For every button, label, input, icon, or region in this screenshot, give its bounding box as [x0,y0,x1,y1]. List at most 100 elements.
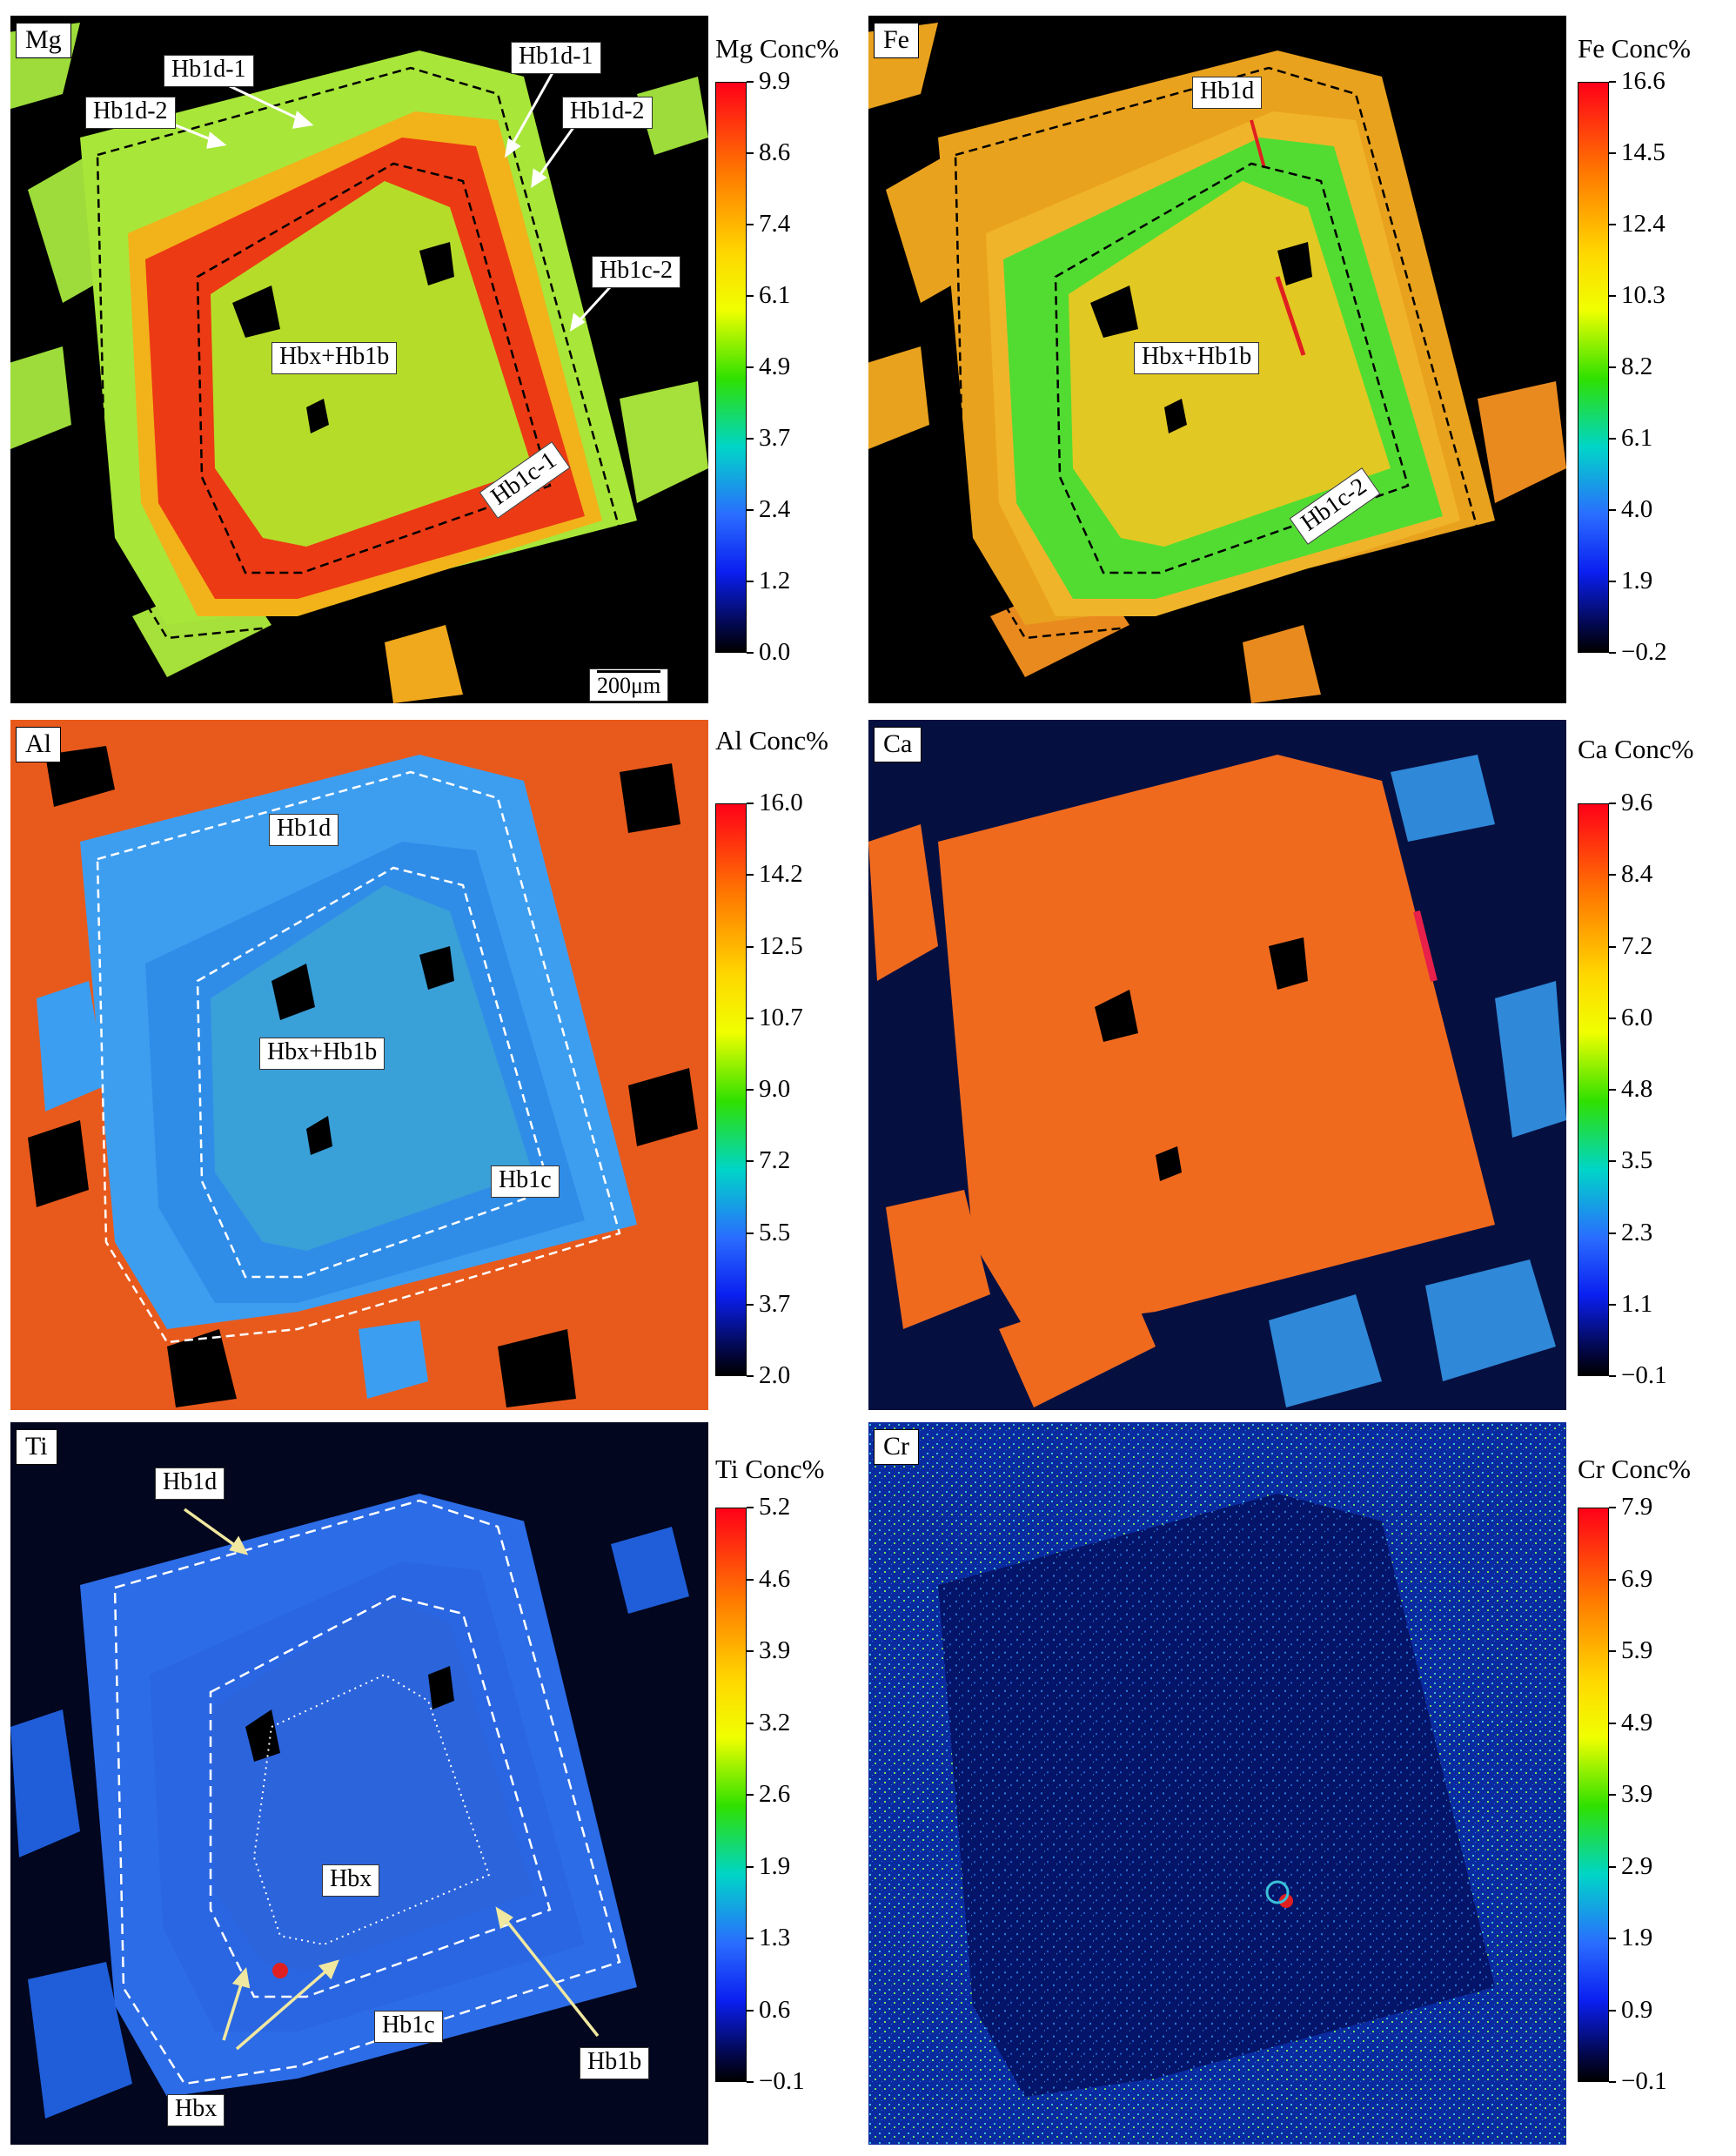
ti-colorbar-tick-mark [747,1722,754,1724]
cr-colorbar-tick-label: 2.9 [1621,1851,1653,1880]
fe-colorbar-tick-mark [1609,152,1616,154]
ca-colorbar-tick-label: 7.2 [1621,931,1653,960]
cr-element-tag: Cr [874,1429,919,1465]
mg-colorbar-tick-mark [747,438,754,440]
cr-colorbar-tick-label: 6.9 [1621,1564,1653,1593]
fe-colorbar-tick-mark [1609,509,1616,511]
al-colorbar-tick-label: 14.2 [759,860,803,889]
fe-colorbar-tick-label: 8.2 [1621,353,1653,380]
ti-colorbar-tick-mark [747,1794,754,1796]
ti-colorbar-tick-mark [747,1865,754,1868]
ca-colorbar-tick-label: 8.4 [1621,860,1653,889]
ti-colorbar-tick-label: 4.6 [759,1564,791,1593]
cr-colorbar-tick-label: 7.9 [1621,1493,1653,1521]
panel-ca: Ca Ca Conc% 9.6 8.4 7.2 6.0 4.8 3.5 2.3 1.1 −0.1 [866,709,1736,1419]
al-colorbar-tick-label: 9.0 [759,1075,791,1103]
fe-colorbar-tick-label: 10.3 [1621,281,1666,309]
cr-colorbar-tick-mark [1609,2081,1616,2083]
cr-colorbar-tick-mark [1609,1938,1616,1939]
ti-map: Ti Hb1d Hbx Hb1c Hb1b Hbx [10,1422,708,2145]
ca-colorbar-tick-mark [1609,1303,1616,1306]
mg-label-hb1d-1-left: Hb1d-1 [164,55,254,87]
fe-colorbar-tick-mark [1609,438,1616,440]
cr-colorbar-tick-mark [1609,2009,1616,2012]
mg-colorbar-tick-mark [747,509,754,511]
cr-colorbar-tick-label: 3.9 [1621,1780,1653,1808]
mg-scalebar: 200μm [589,668,669,702]
fe-colorbar-tick-label: 4.0 [1621,495,1653,523]
ti-element-tag: Ti [16,1429,57,1465]
cr-colorbar-tick-label: −0.1 [1621,2067,1667,2095]
ca-colorbar-tick-mark [1609,874,1616,877]
ti-map-image [10,1422,708,2145]
cr-colorbar-tick-label: 4.9 [1621,1708,1653,1736]
ti-colorbar-tick-label: 1.3 [759,1924,791,1951]
cr-map-image [868,1422,1566,2145]
al-colorbar-tick-mark [747,1017,754,1019]
ca-colorbar-tick-mark [1609,1089,1616,1091]
ti-label-hb1b: Hb1b [580,2047,650,2079]
ti-colorbar-tick-label: 0.6 [759,1995,791,2024]
panel-al: Al Hb1d Hbx+Hb1b Hb1c Al Conc% 16.0 14.2 1… [0,709,866,1419]
fe-colorbar-tick-label: −0.2 [1621,638,1667,666]
cr-colorbar-title: Cr Conc% [1578,1454,1692,1484]
al-colorbar-tick-mark [747,874,754,877]
ca-colorbar-tick-mark [1609,1160,1616,1163]
ca-map-image [868,720,1566,1410]
al-colorbar-tick-mark [747,1089,754,1091]
mg-colorbar-tick-label: 7.4 [759,210,791,238]
al-map: Al Hb1d Hbx+Hb1b Hb1c [10,720,708,1410]
al-colorbar-tick-label: 16.0 [759,789,803,816]
ti-colorbar-tick-mark [747,2009,754,2012]
mg-scalebar-line [597,670,661,673]
al-colorbar-tick-label: 7.2 [759,1146,791,1175]
ti-colorbar-tick-label: 2.6 [759,1780,791,1808]
mg-colorbar-tick-mark [747,295,754,297]
mg-colorbar-gradient [715,82,747,653]
cr-colorbar-tick-label: 1.9 [1621,1924,1653,1951]
mg-colorbar-tick-mark [747,81,754,83]
ti-colorbar-tick-mark [747,1507,754,1508]
ca-colorbar-tick-label: 3.5 [1621,1146,1653,1175]
ca-colorbar: Ca Conc% 9.6 8.4 7.2 6.0 4.8 3.5 2.3 1.1 −0.1 [1578,734,1736,1395]
cr-colorbar-tick-label: 5.9 [1621,1636,1653,1664]
fe-label-hb1d: Hb1d [1192,77,1263,109]
mg-label-hbx-hb1b: Hbx+Hb1b [271,342,398,374]
ti-label-hbx-center: Hbx [322,1864,380,1897]
fe-colorbar-tick-label: 1.9 [1621,567,1653,594]
fe-colorbar-tick-mark [1609,224,1616,225]
fe-colorbar-tick-mark [1609,366,1616,368]
mg-colorbar-title: Mg Conc% [715,33,840,64]
cr-map: Cr [868,1422,1566,2145]
ti-colorbar-tick-label: 3.9 [759,1636,791,1664]
al-colorbar-gradient [715,803,747,1376]
mg-colorbar-tick-label: 1.2 [759,567,791,594]
mg-colorbar-tick-label: 0.0 [759,638,791,666]
ca-colorbar-title: Ca Conc% [1578,734,1694,764]
fe-colorbar-tick-mark [1609,295,1616,297]
cr-colorbar-tick-mark [1609,1650,1616,1652]
mg-label-hb1d-2-right: Hb1d-2 [562,97,653,129]
mg-map: Mg Hb1d-1 Hb1d-2 Hb1d-1 Hb1d-2 Hb1c-2 Hb… [10,16,708,703]
al-element-tag: Al [16,727,61,762]
fe-colorbar-tick-mark [1609,652,1616,654]
mg-colorbar-tick-label: 3.7 [759,424,791,452]
fe-colorbar-tick-label: 6.1 [1621,424,1653,452]
mg-colorbar-tick-mark [747,366,754,368]
al-label-hb1c: Hb1c [491,1165,560,1198]
ca-colorbar-tick-label: −0.1 [1621,1361,1667,1389]
ca-colorbar-tick-label: 6.0 [1621,1003,1653,1031]
panel-fe: Fe Hb1d Hbx+Hb1b Hb1c-2 Fe Conc% 16.6 14.… [866,0,1736,705]
al-colorbar-tick-mark [747,945,754,948]
fe-element-tag: Fe [874,23,919,58]
fe-colorbar-ticks: 16.6 14.5 12.4 10.3 8.2 6.1 4.0 1.9 −0.2 [1609,67,1696,666]
ti-colorbar-title: Ti Conc% [715,1454,825,1484]
mg-colorbar-tick-label: 4.9 [759,353,791,380]
mg-label-hb1d-1-right: Hb1d-1 [511,42,601,74]
al-colorbar-tick-mark [747,1303,754,1306]
mg-colorbar-tick-mark [747,581,754,582]
panel-ti: Ti Hb1d Hbx Hb1c Hb1b Hbx Ti Conc% 5.2 4.… [0,1419,866,2156]
mg-colorbar-tick-label: 9.9 [759,67,791,95]
al-colorbar-tick-label: 10.7 [759,1003,803,1031]
ti-colorbar-tick-label: −0.1 [759,2067,805,2095]
